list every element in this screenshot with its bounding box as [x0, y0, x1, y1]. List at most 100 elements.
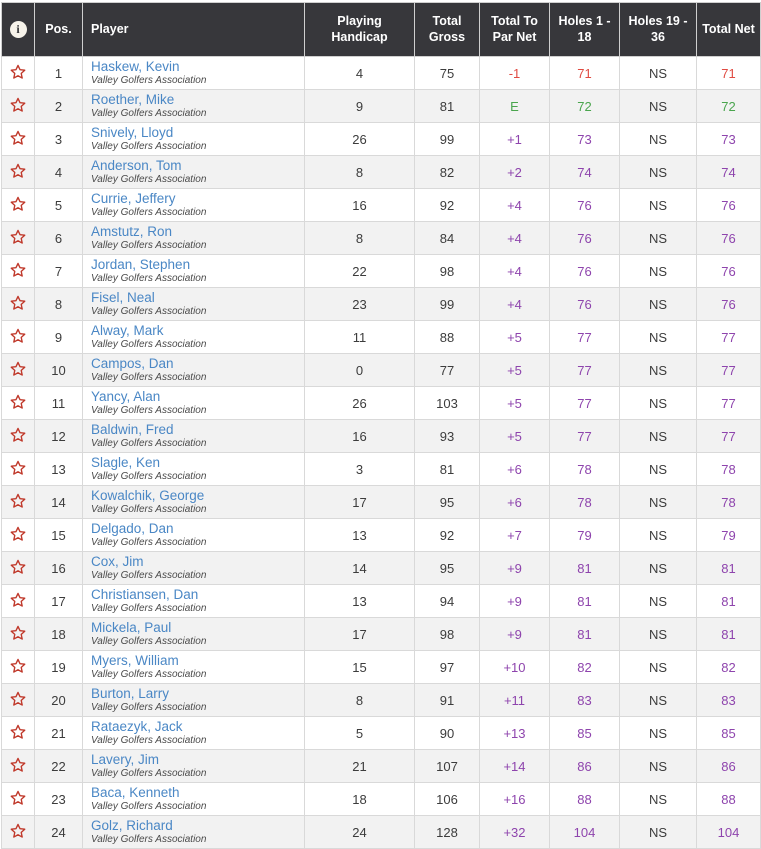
- star-outline-icon[interactable]: [9, 129, 27, 147]
- total-to-par-net-cell: +4: [479, 287, 550, 322]
- holes-1-18-cell: 76: [549, 221, 620, 256]
- table-row: 17 Christiansen, Dan Valley Golfers Asso…: [1, 584, 761, 619]
- favorite-cell: [1, 749, 35, 784]
- player-club-label: Valley Golfers Association: [91, 668, 207, 680]
- player-club-label: Valley Golfers Association: [91, 437, 207, 449]
- player-column-header: Player: [82, 2, 305, 57]
- position-cell: 23: [34, 782, 83, 817]
- position-cell: 9: [34, 320, 83, 355]
- player-name-link[interactable]: Kowalchik, George: [91, 488, 205, 504]
- total-gross-cell: 93: [414, 419, 480, 454]
- star-outline-icon[interactable]: [9, 426, 27, 444]
- total-net-cell: 72: [696, 89, 761, 124]
- player-name-link[interactable]: Snively, Lloyd: [91, 125, 174, 141]
- player-name-link[interactable]: Haskew, Kevin: [91, 59, 180, 74]
- total-net-cell: 74: [696, 155, 761, 190]
- table-row: 2 Roether, Mike Valley Golfers Associati…: [1, 89, 761, 124]
- star-outline-icon[interactable]: [9, 822, 27, 840]
- player-name-link[interactable]: Slagle, Ken: [91, 455, 161, 471]
- player-name-link[interactable]: Yancy, Alan: [91, 389, 161, 405]
- total-gross-column-header: Total Gross: [414, 2, 480, 57]
- player-name-link[interactable]: Baca, Kenneth: [91, 785, 180, 801]
- total-gross-cell: 103: [414, 386, 480, 421]
- star-outline-icon[interactable]: [9, 492, 27, 510]
- player-name-link[interactable]: Burton, Larry: [91, 686, 170, 702]
- player-cell: Currie, Jeffery Valley Golfers Associati…: [82, 188, 305, 223]
- table-row: 7 Jordan, Stephen Valley Golfers Associa…: [1, 254, 761, 289]
- favorite-cell: [1, 683, 35, 718]
- holes-19-36-cell: NS: [619, 617, 697, 652]
- star-outline-icon[interactable]: [9, 327, 27, 345]
- holes-1-18-cell: 88: [549, 782, 620, 817]
- player-name-link[interactable]: Christiansen, Dan: [91, 587, 199, 603]
- player-name-link[interactable]: Anderson, Tom: [91, 158, 182, 174]
- total-gross-cell: 81: [414, 89, 480, 124]
- star-outline-icon[interactable]: [9, 723, 27, 741]
- player-name-link[interactable]: Mickela, Paul: [91, 620, 172, 636]
- player-club-label: Valley Golfers Association: [91, 701, 207, 713]
- player-name-link[interactable]: Currie, Jeffery: [91, 191, 176, 207]
- favorite-cell: [1, 55, 35, 91]
- total-to-par-net-cell: +2: [479, 155, 550, 190]
- holes-19-36-cell: NS: [619, 716, 697, 751]
- star-outline-icon[interactable]: [9, 393, 27, 411]
- player-name-link[interactable]: Baldwin, Fred: [91, 422, 174, 438]
- star-outline-icon[interactable]: [9, 294, 27, 312]
- player-cell: Mickela, Paul Valley Golfers Association: [82, 617, 305, 652]
- player-club-label: Valley Golfers Association: [91, 206, 207, 218]
- player-name-link[interactable]: Alway, Mark: [91, 323, 164, 339]
- star-outline-icon[interactable]: [9, 789, 27, 807]
- star-outline-icon[interactable]: [9, 360, 27, 378]
- player-cell: Burton, Larry Valley Golfers Association: [82, 683, 305, 718]
- player-name-link[interactable]: Golz, Richard: [91, 818, 173, 834]
- player-cell: Yancy, Alan Valley Golfers Association: [82, 386, 305, 421]
- star-outline-icon[interactable]: [9, 459, 27, 477]
- star-outline-icon[interactable]: [9, 228, 27, 246]
- star-outline-icon[interactable]: [9, 162, 27, 180]
- star-outline-icon[interactable]: [9, 657, 27, 675]
- player-name-link[interactable]: Fisel, Neal: [91, 290, 155, 306]
- total-net-cell: 71: [696, 55, 761, 91]
- player-name-link[interactable]: Delgado, Dan: [91, 521, 174, 537]
- star-outline-icon[interactable]: [9, 591, 27, 609]
- star-outline-icon[interactable]: [9, 195, 27, 213]
- player-name-link[interactable]: Cox, Jim: [91, 554, 144, 570]
- favorite-cell: [1, 89, 35, 124]
- player-name-link[interactable]: Rataezyk, Jack: [91, 719, 183, 735]
- player-name-link[interactable]: Myers, William: [91, 653, 179, 669]
- position-cell: 17: [34, 584, 83, 619]
- player-name-link[interactable]: Campos, Dan: [91, 356, 174, 372]
- player-club-label: Valley Golfers Association: [91, 107, 207, 119]
- star-outline-icon[interactable]: [9, 690, 27, 708]
- position-cell: 6: [34, 221, 83, 256]
- table-row: 5 Currie, Jeffery Valley Golfers Associa…: [1, 188, 761, 223]
- player-name-link[interactable]: Roether, Mike: [91, 92, 175, 108]
- table-row: 18 Mickela, Paul Valley Golfers Associat…: [1, 617, 761, 652]
- player-name-link[interactable]: Amstutz, Ron: [91, 224, 173, 240]
- info-icon[interactable]: i: [9, 21, 27, 38]
- holes-19-36-column-header: Holes 19 - 36: [619, 2, 697, 57]
- star-outline-icon[interactable]: [9, 558, 27, 576]
- player-club-label: Valley Golfers Association: [91, 503, 207, 515]
- player-name-link[interactable]: Jordan, Stephen: [91, 257, 191, 273]
- star-outline-icon[interactable]: [9, 756, 27, 774]
- star-outline-icon[interactable]: [9, 525, 27, 543]
- total-net-cell: 76: [696, 287, 761, 322]
- favorite-cell: [1, 320, 35, 355]
- star-outline-icon[interactable]: [9, 96, 27, 114]
- favorite-cell: [1, 518, 35, 553]
- player-club-label: Valley Golfers Association: [91, 173, 207, 185]
- total-gross-cell: 106: [414, 782, 480, 817]
- total-net-cell: 104: [696, 815, 761, 849]
- favorite-cell: [1, 551, 35, 586]
- player-cell: Slagle, Ken Valley Golfers Association: [82, 452, 305, 487]
- star-outline-icon[interactable]: [9, 63, 27, 81]
- info-column-header[interactable]: i: [1, 2, 35, 57]
- playing-handicap-cell: 8: [304, 683, 415, 718]
- player-cell: Campos, Dan Valley Golfers Association: [82, 353, 305, 388]
- total-gross-cell: 97: [414, 650, 480, 685]
- star-outline-icon[interactable]: [9, 261, 27, 279]
- player-cell: Amstutz, Ron Valley Golfers Association: [82, 221, 305, 256]
- star-outline-icon[interactable]: [9, 624, 27, 642]
- player-name-link[interactable]: Lavery, Jim: [91, 752, 160, 768]
